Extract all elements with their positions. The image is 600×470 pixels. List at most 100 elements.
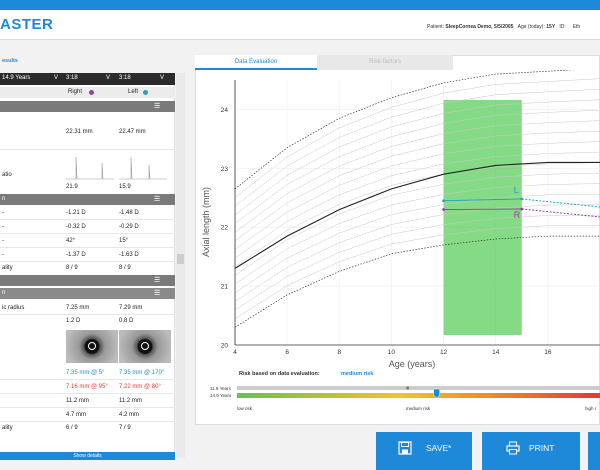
value-right: 7.35 mm @ 5° (66, 370, 105, 376)
series-line-R (443, 208, 522, 211)
value-right: -1.21 D (66, 210, 86, 216)
print-icon (506, 441, 520, 455)
eth-label: Eth (572, 24, 581, 30)
value-right: 6 / 9 (66, 425, 78, 431)
divider (0, 261, 175, 262)
age-value: 15Y (546, 24, 556, 30)
save-icon (398, 441, 412, 455)
exam-selector-age[interactable]: 14.9 Years (2, 75, 31, 81)
id-label: ID: (559, 24, 566, 30)
risk-level: medium risk (341, 371, 374, 377)
value-left: 7.35 mm @ 170° (119, 370, 165, 376)
x-axis-label: Age (years) (389, 359, 436, 369)
row-label: - (2, 238, 4, 244)
row-label: ality (2, 265, 13, 271)
patient-value: SleepCornea Demo, 5/5/2005 (445, 24, 514, 30)
percentile-curve (234, 78, 600, 198)
row-label: - (2, 224, 4, 230)
value-left: 7.22 mm @ 80° (119, 384, 161, 390)
risk-row-label-2: 14.9 Years (210, 393, 232, 398)
value-right: 4.7 mm (66, 412, 87, 418)
right-eye-image (66, 330, 118, 363)
risk-marker-2 (433, 388, 440, 399)
left-eye-image (119, 330, 171, 363)
y-tick-label: 21 (221, 284, 229, 291)
value-right: 11.2 mm (66, 398, 89, 404)
print-button[interactable]: PRINT (482, 432, 580, 470)
exam-selector-left[interactable]: 3:18 (119, 75, 131, 81)
exam-selector-right[interactable]: 3:18 (66, 75, 78, 81)
risk-low-label: low risk (237, 406, 253, 411)
left-eye-label: Left (128, 89, 139, 95)
percentile-curve (234, 99, 600, 216)
menu-icon[interactable]: ☰ (154, 290, 161, 297)
series-projection-R (521, 208, 600, 218)
tab-risk-factors[interactable]: Risk-factors (317, 55, 453, 70)
left-eye-dot (143, 90, 148, 95)
section-header-keratometry: ☰ (0, 275, 175, 286)
series-point-R (442, 208, 445, 211)
series-point-L (520, 197, 524, 201)
chevron-down-icon[interactable]: V (106, 75, 111, 81)
scrollbar[interactable] (176, 73, 185, 458)
y-tick-label: 22 (221, 225, 229, 232)
x-tick-label: 8 (337, 349, 341, 356)
value-right: 1.2 D (66, 318, 81, 324)
y-axis-label: Axial length (mm) (201, 187, 211, 257)
percentile-lower-curve (234, 235, 600, 328)
menu-icon[interactable]: ☰ (154, 277, 161, 284)
scrollbar-thumb[interactable] (177, 254, 184, 264)
value-left: -1.48 D (119, 210, 139, 216)
patient-info: Patient: SleepCornea Demo, 5/5/2005 Age … (427, 24, 580, 30)
x-tick-label: 4 (233, 349, 237, 356)
percentile-curve (234, 172, 600, 276)
divider (0, 421, 175, 422)
value-left: -0.29 D (119, 224, 139, 230)
axial-length-right: 22.31 mm (66, 129, 93, 135)
chevron-down-icon[interactable]: V (54, 75, 59, 81)
section-header-subsection: n ☰ (0, 288, 175, 299)
more-button[interactable] (588, 432, 600, 470)
value-right: 7.16 mm @ 95° (66, 384, 108, 390)
y-tick-label: 20 (221, 343, 229, 350)
series-projection-L (521, 198, 600, 208)
series-line-L (443, 198, 522, 202)
percentile-curve (234, 130, 600, 242)
axial-length-chart: 4 6 8 10 12 14 16 20 21 22 23 24 L R Age (years) Axi… (201, 70, 600, 411)
tab-data-evaluation[interactable]: Data Evaluation (195, 55, 317, 70)
percentile-median-curve (234, 161, 600, 269)
value-right: 42° (66, 238, 76, 244)
app-header: ASTER Patient: SleepCornea Demo, 5/5/200… (0, 10, 600, 40)
save-label: SAVE* (426, 443, 452, 453)
series-label-L: L (514, 185, 519, 195)
risk-bar-2 (237, 393, 600, 398)
percentile-curve (234, 141, 600, 250)
value-right: 8 / 9 (66, 265, 78, 271)
percentile-upper-curve (234, 70, 575, 190)
menu-icon[interactable]: ☰ (154, 103, 161, 110)
percentile-curve (234, 151, 600, 259)
row-label: ality (2, 425, 13, 431)
row-label: atio (2, 172, 12, 178)
percentile-curve (234, 183, 600, 285)
save-button[interactable]: SAVE* (376, 432, 472, 470)
value-left: 8 / 9 (119, 265, 131, 271)
series-point-L (442, 199, 445, 203)
app-logo: ASTER (0, 16, 54, 33)
left-mini-graph (119, 156, 167, 180)
show-details-button[interactable]: Show details (0, 452, 175, 460)
percentile-curve (234, 88, 600, 207)
right-eye-dot (89, 90, 94, 95)
x-tick-label: 16 (544, 349, 552, 356)
row-label: - (2, 252, 4, 258)
chevron-down-icon[interactable]: V (160, 75, 165, 81)
menu-icon[interactable]: ☰ (154, 196, 161, 203)
exam-selector-row: 14.9 Years V 3:18 V 3:18 V (0, 73, 175, 85)
value-right: 7.25 mm (66, 305, 90, 311)
divider (0, 407, 175, 408)
risk-row-label-1: 11.9 Years (210, 386, 232, 391)
percentile-curve (234, 162, 600, 268)
results-link[interactable]: esults (2, 58, 18, 64)
value-left: -1.63 D (119, 252, 139, 258)
patient-label: Patient: (427, 24, 444, 30)
